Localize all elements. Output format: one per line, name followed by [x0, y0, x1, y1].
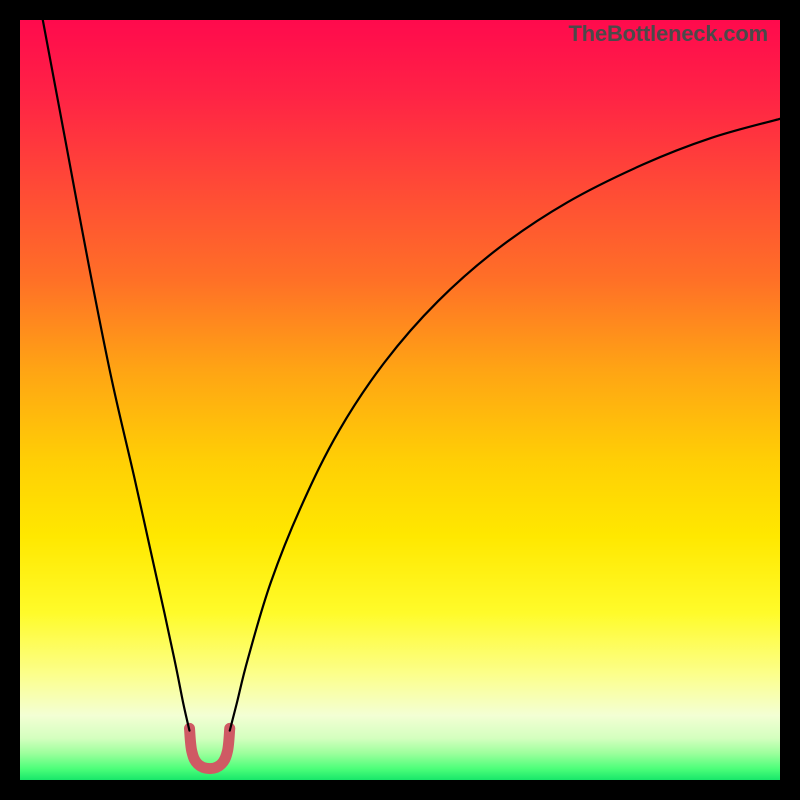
- chart-frame: TheBottleneck.com: [0, 0, 800, 800]
- gradient-background: [20, 20, 780, 780]
- chart-svg: [20, 20, 780, 780]
- watermark-text: TheBottleneck.com: [568, 21, 768, 47]
- plot-area: [20, 20, 780, 780]
